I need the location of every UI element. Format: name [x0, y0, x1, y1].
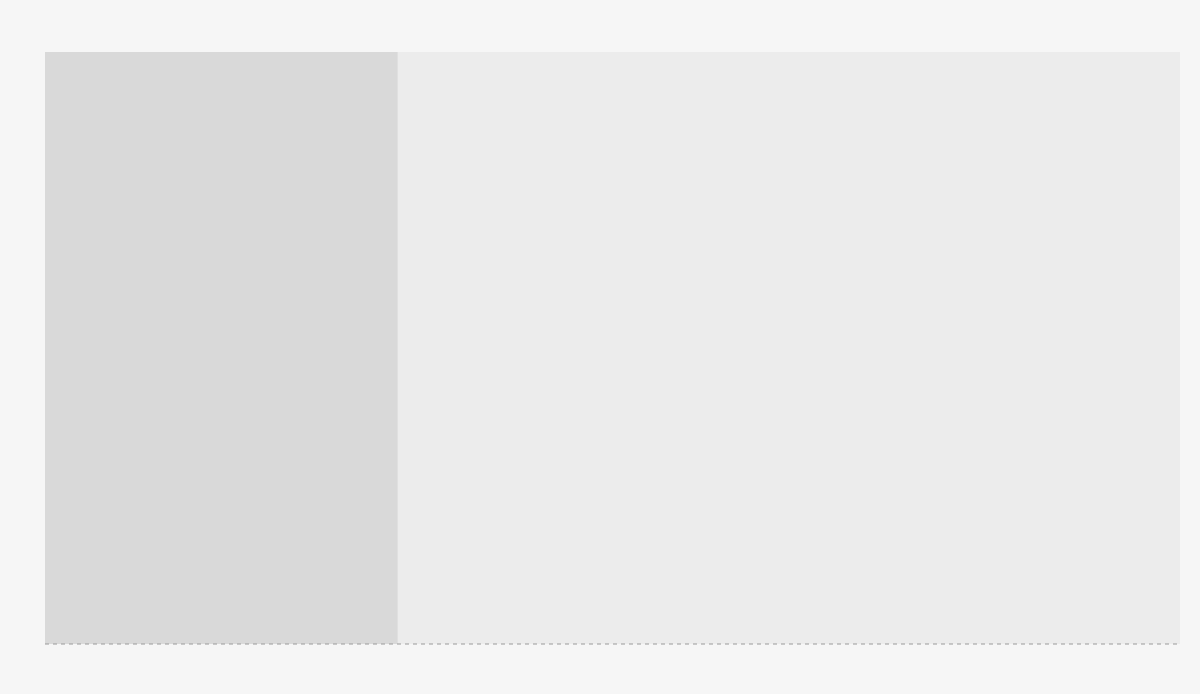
plot-bg-left	[45, 52, 398, 644]
chart-svg	[0, 0, 1200, 694]
chart-container	[0, 0, 1200, 694]
plot-bg-right	[398, 52, 1180, 644]
